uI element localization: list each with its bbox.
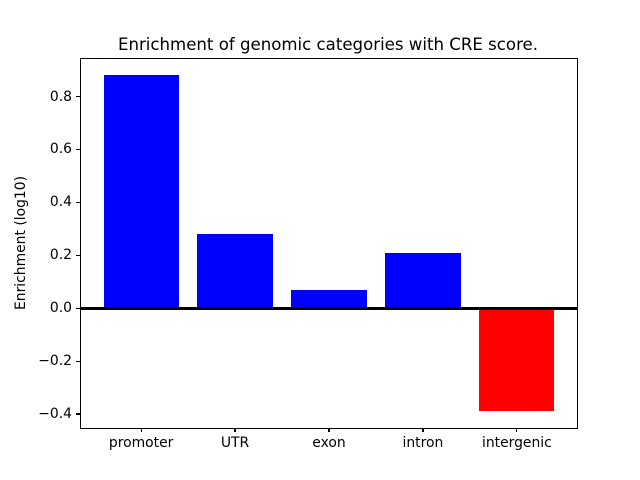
x-tick	[516, 428, 518, 433]
x-tick	[328, 428, 330, 433]
bar-UTR	[197, 234, 273, 309]
y-axis-label: Enrichment (log10)	[13, 175, 29, 311]
bar-exon	[291, 289, 367, 309]
y-tick-label: 0.8	[49, 88, 72, 105]
zero-baseline	[81, 306, 577, 310]
y-tick-label: 0.0	[49, 300, 72, 317]
y-tick	[76, 95, 80, 98]
y-tick-label: −0.4	[38, 406, 72, 423]
y-tick-label: 0.4	[49, 194, 72, 211]
x-tick-label-exon: exon	[312, 435, 346, 452]
x-tick	[234, 428, 236, 433]
x-tick-label-UTR: UTR	[220, 435, 250, 452]
x-tick-label-intron: intron	[402, 435, 444, 452]
chart-title: Enrichment of genomic categories with CR…	[117, 35, 539, 54]
bar-promoter	[103, 75, 179, 309]
y-tick-label: 0.6	[49, 141, 72, 158]
y-tick-label: −0.2	[38, 353, 72, 370]
y-tick	[76, 413, 80, 415]
bar-intron	[385, 252, 461, 309]
x-tick-label-intergenic: intergenic	[481, 435, 552, 452]
y-tick	[76, 148, 80, 151]
plot-area: promoter UTR exon intron intergenic 0.8 0.6 0.4…	[38, 57, 578, 451]
x-tick	[140, 428, 142, 433]
y-tick-label: 0.2	[49, 247, 72, 264]
bar-intergenic	[479, 308, 555, 412]
x-tick	[422, 428, 424, 433]
x-tick-label-promoter: promoter	[108, 435, 174, 452]
y-tick	[76, 201, 80, 203]
y-tick	[76, 360, 80, 362]
y-tick	[76, 307, 80, 309]
y-tick	[76, 254, 80, 256]
